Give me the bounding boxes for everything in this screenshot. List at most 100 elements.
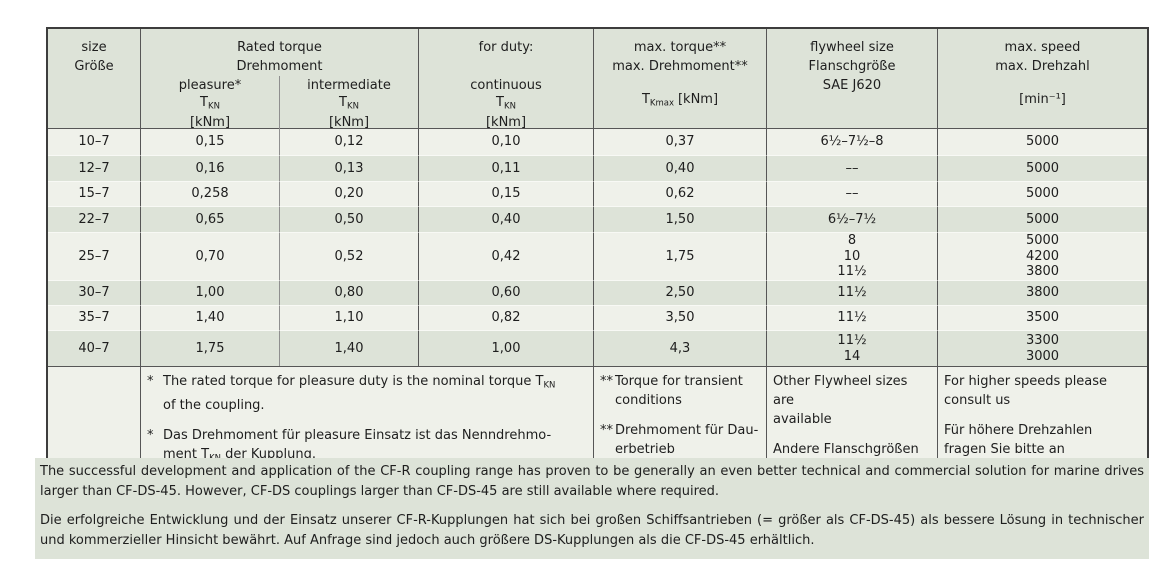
footnote-text: The rated torque for pleasure duty is th…	[163, 372, 587, 415]
max-speed-cell: 3500	[938, 305, 1147, 330]
flywheel-cell: 11½	[767, 280, 938, 305]
size-cell: 10–7	[48, 129, 141, 155]
rated-torque-subheaders: pleasure* TKN [kNm] intermediate TKN [kN…	[141, 76, 418, 130]
torque-symbol-subscript: KN	[504, 101, 516, 112]
footnote-item: * The rated torque for pleasure duty is …	[147, 372, 587, 415]
torque-symbol-subscript: Kmax	[649, 98, 674, 109]
footnote-text-post: of the coupling.	[163, 397, 265, 413]
col-header-max-speed: max. speed max. Drehzahl [min⁻¹]	[938, 29, 1147, 129]
pleasure-cell: 0,65	[141, 206, 280, 232]
paragraph-en: The successful development and applicati…	[40, 464, 1144, 499]
pleasure-label: pleasure*	[178, 78, 242, 93]
spec-table: size Größe Rated torque Drehmoment pleas…	[46, 27, 1149, 476]
continuous-cell: 0,40	[419, 206, 594, 232]
max-torque-cell: 0,62	[594, 181, 767, 206]
footnote-text: For higher speeds please consult us	[944, 374, 1108, 408]
continuous-cell: 0,60	[419, 280, 594, 305]
footnote-marker: **	[600, 423, 613, 438]
pleasure-torque-symbol: TKN	[200, 95, 220, 115]
footnote-marker: **	[600, 374, 613, 389]
max-torque-cell: 4,3	[594, 330, 767, 366]
size-cell: 30–7	[48, 280, 141, 305]
col-header-max-torque: max. torque** max. Drehmoment** TKmax [kN…	[594, 29, 767, 129]
continuous-cell: 0,15	[419, 181, 594, 206]
torque-symbol: T	[200, 95, 208, 110]
footnote-text-post: der Kupplung.	[221, 446, 316, 462]
max-speed-cell: 5000	[938, 155, 1147, 181]
pleasure-unit: [kNm]	[189, 114, 231, 130]
flywheel-cell: ––	[767, 181, 938, 206]
max-speed-cell: 3300 3000	[938, 330, 1147, 366]
max-torque-cell: 1,50	[594, 206, 767, 232]
pleasure-cell: 1,75	[141, 330, 280, 366]
intermediate-cell: 0,52	[280, 232, 419, 280]
max-torque-unit: [kNm]	[677, 92, 719, 107]
footnote-text-pre: Das Drehmoment für pleasure Einsatz ist …	[163, 427, 552, 462]
continuous-torque-symbol: TKN	[496, 95, 516, 115]
size-header-label: size Größe	[74, 40, 114, 74]
footnote-rated-torque: * The rated torque for pleasure duty is …	[141, 366, 594, 463]
intermediate-cell: 0,80	[280, 280, 419, 305]
col-header-for-duty: for duty: continuous TKN [kNm]	[419, 29, 594, 130]
pleasure-cell: 1,00	[141, 280, 280, 305]
torque-symbol: T	[339, 95, 347, 110]
size-cell: 40–7	[48, 330, 141, 366]
footnote-empty-cell	[48, 366, 141, 458]
footnote-text: Für höhere Drehzahlen fragen Sie bitte a…	[944, 423, 1093, 457]
size-cell: 15–7	[48, 181, 141, 206]
col-header-intermediate: intermediate TKN [kNm]	[279, 76, 418, 130]
max-torque-cell: 1,75	[594, 232, 767, 280]
torque-symbol-subscript: KN	[208, 101, 220, 112]
col-header-rated-torque: Rated torque Drehmoment pleasure* TKN [k…	[141, 29, 419, 130]
flywheel-cell: 11½	[767, 305, 938, 330]
footnote-max-speed: For higher speeds please consult us Für …	[938, 366, 1147, 458]
continuous-cell: 0,11	[419, 155, 594, 181]
pleasure-cell: 0,15	[141, 129, 280, 155]
flywheel-cell: 8 10 11½	[767, 232, 938, 280]
max-torque-label: max. torque** max. Drehmoment**	[612, 40, 748, 74]
for-duty-label: for duty:	[478, 40, 534, 55]
size-cell: 35–7	[48, 305, 141, 330]
size-cell: 12–7	[48, 155, 141, 181]
intermediate-torque-symbol: TKN	[339, 95, 359, 115]
rated-torque-label: Rated torque Drehmoment	[236, 40, 323, 74]
pleasure-cell: 0,16	[141, 155, 280, 181]
torque-symbol: T	[641, 92, 650, 107]
torque-symbol-subscript: KN	[543, 380, 556, 391]
footnote-marker: *	[147, 374, 154, 389]
max-speed-label: max. speed max. Drehzahl	[995, 40, 1090, 74]
intermediate-cell: 0,12	[280, 129, 419, 155]
flywheel-cell: ––	[767, 155, 938, 181]
footnote-text: Torque for transient conditions	[615, 374, 743, 408]
max-torque-symbol: TKmax [kNm]	[642, 92, 718, 112]
max-torque-cell: 0,37	[594, 129, 767, 155]
intro-paragraphs: The successful development and applicati…	[35, 458, 1149, 559]
col-header-pleasure: pleasure* TKN [kNm]	[141, 76, 279, 130]
footnote-max-torque: ** Torque for transient conditions ** Dr…	[594, 366, 767, 458]
pleasure-cell: 1,40	[141, 305, 280, 330]
size-cell: 22–7	[48, 206, 141, 232]
footnote-item: * Das Drehmoment für pleasure Einsatz is…	[147, 426, 587, 469]
footnote-item: ** Drehmoment für Dau- erbetrieb	[600, 421, 760, 459]
intermediate-label: intermediate	[307, 78, 391, 93]
footnote-text-pre: The rated torque for pleasure duty is th…	[163, 374, 544, 389]
continuous-cell: 1,00	[419, 330, 594, 366]
footnote-text: Drehmoment für Dau- erbetrieb	[615, 423, 759, 457]
max-speed-cell: 5000 4200 3800	[938, 232, 1147, 280]
intermediate-cell: 0,50	[280, 206, 419, 232]
torque-symbol: T	[496, 95, 504, 110]
flywheel-label: flywheel size Flanschgröße SAE J620	[808, 40, 896, 93]
pleasure-cell: 0,70	[141, 232, 280, 280]
max-speed-cell: 3800	[938, 280, 1147, 305]
col-header-flywheel: flywheel size Flanschgröße SAE J620	[767, 29, 938, 129]
intermediate-cell: 1,10	[280, 305, 419, 330]
max-torque-cell: 0,40	[594, 155, 767, 181]
max-speed-cell: 5000	[938, 206, 1147, 232]
max-speed-cell: 5000	[938, 181, 1147, 206]
flywheel-cell: 6½–7½–8	[767, 129, 938, 155]
intermediate-cell: 1,40	[280, 330, 419, 366]
footnote-text: Other Flywheel sizes are available	[773, 374, 908, 427]
continuous-unit: [kNm]	[485, 114, 527, 130]
paragraph-de: Die erfolgreiche Entwicklung und der Ein…	[40, 513, 1144, 548]
